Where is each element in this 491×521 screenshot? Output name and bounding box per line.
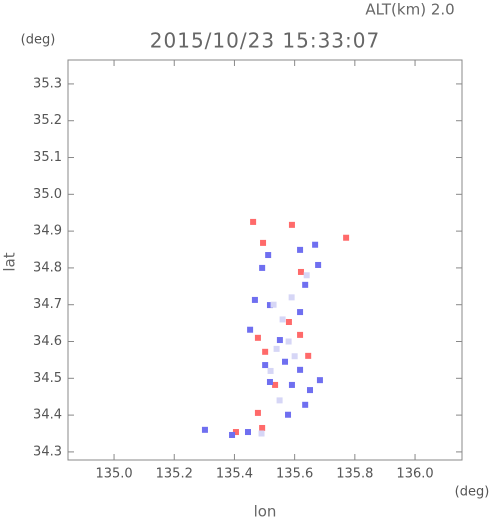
radar-pixel (259, 424, 266, 431)
radar-pixel (297, 366, 304, 373)
x-unit: (deg) (455, 485, 490, 500)
radar-pixel (254, 334, 261, 341)
radar-pixel (288, 381, 295, 388)
radar-pixel (254, 409, 261, 416)
chart-title: 2015/10/23 15:33:07 (150, 29, 380, 53)
radar-pixel (232, 429, 239, 436)
radar-pixel (297, 246, 304, 253)
radar-pixel (305, 352, 312, 359)
radar-pixel (285, 319, 292, 326)
y-unit: (deg) (21, 33, 56, 48)
radar-pixel (297, 309, 304, 316)
x-tick-label: 135.8 (336, 467, 373, 482)
radar-pixel (312, 241, 319, 248)
radar-pixel (247, 326, 254, 333)
x-tick-label: 136.0 (396, 467, 433, 482)
radar-pixel (288, 221, 295, 228)
radar-pixel (265, 252, 272, 259)
radar-pixel (302, 281, 309, 288)
radar-pixel (297, 268, 304, 275)
radar-pixel (316, 377, 323, 384)
y-tick-label: 34.8 (33, 260, 62, 275)
radar-pixel (270, 301, 277, 308)
radar-pixel (250, 218, 257, 225)
radar-pixel (272, 381, 279, 388)
radar-pixel (262, 348, 269, 355)
y-tick-label: 34.7 (33, 297, 62, 312)
x-tick-label: 135.0 (95, 467, 132, 482)
radar-pixel (267, 367, 274, 374)
radar-pixel (266, 302, 273, 309)
radar-pixel (276, 337, 283, 344)
radar-pixel (303, 272, 310, 279)
y-tick-label: 35.2 (33, 113, 62, 128)
radar-pixel (315, 261, 322, 268)
radar-pixel (260, 239, 267, 246)
plot-frame (67, 59, 463, 461)
radar-pixel (259, 264, 266, 271)
altitude-label: ALT(km) 2.0 (365, 1, 454, 19)
x-tick-label: 135.4 (216, 467, 253, 482)
radar-pixel (266, 378, 273, 385)
radar-pixel (262, 362, 269, 369)
radar-pixel (285, 338, 292, 345)
y-tick-label: 35.1 (33, 150, 62, 165)
radar-pixel (291, 353, 298, 360)
radar-pixel (288, 294, 295, 301)
x-tick-label: 135.6 (276, 467, 313, 482)
radar-pixel (285, 411, 292, 418)
y-tick-label: 34.4 (33, 408, 62, 423)
radar-pixel (306, 387, 313, 394)
radar-pixel (302, 401, 309, 408)
radar-pixel (244, 429, 251, 436)
y-tick-label: 35.3 (33, 76, 62, 91)
y-tick-label: 34.3 (33, 444, 62, 459)
y-tick-label: 34.6 (33, 334, 62, 349)
y-axis-label: lat (1, 252, 19, 271)
radar-pixel (201, 426, 208, 433)
x-tick-label: 135.2 (156, 467, 193, 482)
radar-pixel (229, 431, 236, 438)
y-tick-label: 34.9 (33, 224, 62, 239)
radar-pixel (297, 331, 304, 338)
radar-pixel (276, 397, 283, 404)
radar-pixel (251, 296, 258, 303)
y-tick-label: 35.0 (33, 187, 62, 202)
radar-pixel (282, 358, 289, 365)
y-tick-label: 34.5 (33, 371, 62, 386)
radar-pixel (343, 234, 350, 241)
radar-pixel (258, 430, 265, 437)
radar-pixel (279, 316, 286, 323)
radar-pixel (273, 345, 280, 352)
x-axis-label: lon (254, 503, 277, 521)
